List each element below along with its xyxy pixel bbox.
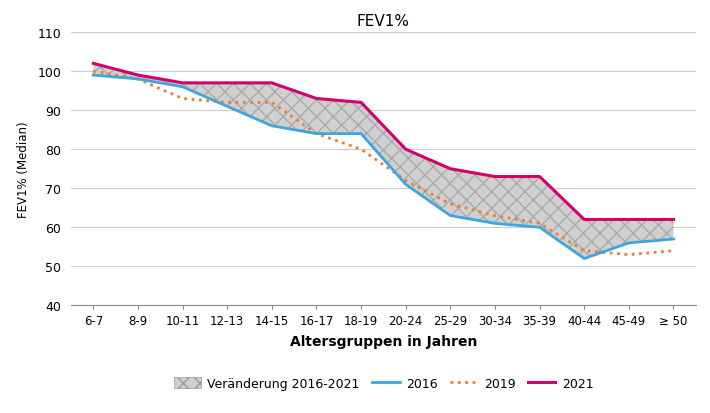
X-axis label: Altersgruppen in Jahren: Altersgruppen in Jahren <box>290 335 477 349</box>
Legend: Veränderung 2016-2021, 2016, 2019, 2021: Veränderung 2016-2021, 2016, 2019, 2021 <box>168 372 599 395</box>
Y-axis label: FEV1% (Median): FEV1% (Median) <box>18 121 31 218</box>
Title: FEV1%: FEV1% <box>357 14 410 29</box>
